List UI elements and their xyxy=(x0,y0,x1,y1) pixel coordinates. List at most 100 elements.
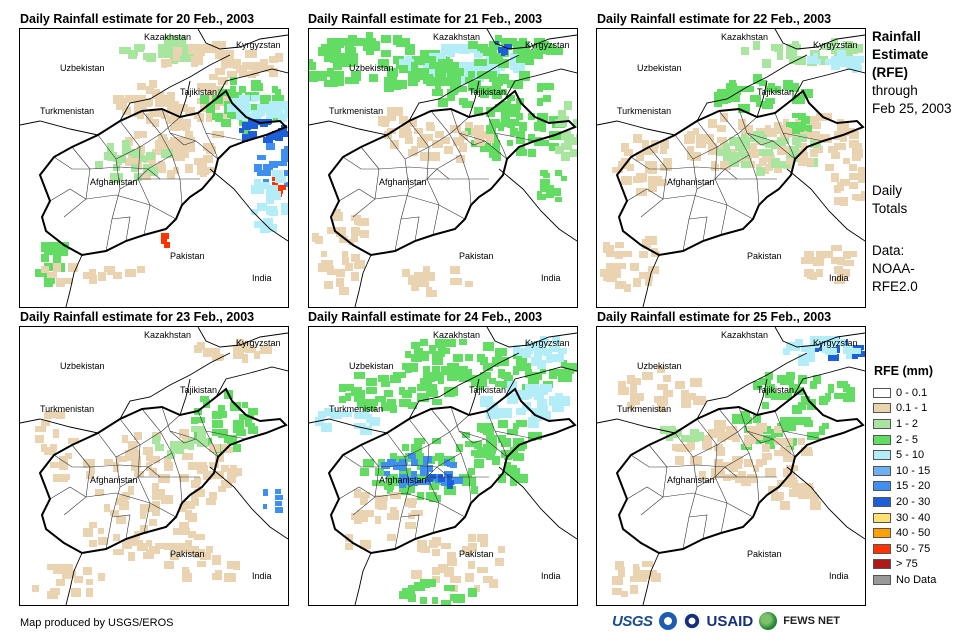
legend-label: 15 - 20 xyxy=(896,480,931,493)
country-label-pakistan: Pakistan xyxy=(459,251,494,261)
legend-label: 20 - 30 xyxy=(896,495,931,508)
legend-label: 2 - 5 xyxy=(896,433,919,446)
country-label-afghanistan: Afghanistan xyxy=(90,177,138,187)
legend-swatch xyxy=(873,574,891,585)
legend-swatch xyxy=(873,496,891,507)
legend-label: > 75 xyxy=(896,558,918,571)
country-label-kazakhstan: Kazakhstan xyxy=(144,330,191,340)
afghanistan-border xyxy=(38,89,288,257)
country-label-afghanistan: Afghanistan xyxy=(667,177,715,187)
legend-label: 50 - 75 xyxy=(896,542,931,555)
legend-label: 0 - 0.1 xyxy=(896,386,928,399)
legend-label: 1 - 2 xyxy=(896,417,919,430)
country-label-kyrgyzstan: Kyrgyzstan xyxy=(236,40,281,50)
fews-globe-icon xyxy=(759,612,778,630)
panel-title-21: Daily Rainfall estimate for 21 Feb., 200… xyxy=(308,12,543,26)
legend-swatch xyxy=(873,528,891,539)
panel-title-24: Daily Rainfall estimate for 24 Feb., 200… xyxy=(308,310,543,324)
country-label-turkmenistan: Turkmenistan xyxy=(40,106,94,116)
legend-item: 2 - 5 xyxy=(873,432,936,448)
legend-swatch xyxy=(873,481,891,492)
province-boundaries xyxy=(626,406,824,550)
country-label-uzbekistan: Uzbekistan xyxy=(637,63,682,73)
usaid-seal-icon xyxy=(682,612,701,630)
noaa-logo-icon xyxy=(658,612,677,630)
rainfall-field xyxy=(612,336,865,597)
country-label-turkmenistan: Turkmenistan xyxy=(617,404,671,414)
legend-label: 40 - 50 xyxy=(896,527,931,540)
country-label-tajikistan: Tajikistan xyxy=(469,87,506,97)
legend-swatch xyxy=(873,450,891,461)
country-label-uzbekistan: Uzbekistan xyxy=(637,361,682,371)
side-daily-totals: Daily Totals xyxy=(872,183,908,216)
country-label-tajikistan: Tajikistan xyxy=(180,385,217,395)
country-label-kyrgyzstan: Kyrgyzstan xyxy=(813,40,858,50)
panel-title-25: Daily Rainfall estimate for 25 Feb., 200… xyxy=(597,310,832,324)
country-label-uzbekistan: Uzbekistan xyxy=(349,361,394,371)
legend-label: 0.1 - 1 xyxy=(896,402,928,415)
legend-item: 5 - 10 xyxy=(873,447,936,463)
province-boundaries xyxy=(338,406,536,550)
country-label-pakistan: Pakistan xyxy=(170,251,205,261)
rainfall-field xyxy=(309,32,577,297)
map-panel-21: Kazakhstan Kyrgyzstan Uzbekistan Tajikistan… xyxy=(308,28,578,308)
country-label-kazakhstan: Kazakhstan xyxy=(721,330,768,340)
legend-swatch xyxy=(873,434,891,445)
legend-swatch xyxy=(873,387,891,398)
country-label-tajikistan: Tajikistan xyxy=(180,87,217,97)
panel-title-22: Daily Rainfall estimate for 22 Feb., 200… xyxy=(597,12,832,26)
country-label-turkmenistan: Turkmenistan xyxy=(329,404,383,414)
country-label-kyrgyzstan: Kyrgyzstan xyxy=(525,40,570,50)
country-label-india: India xyxy=(252,273,272,283)
rainfall-field xyxy=(315,336,577,605)
legend-item: 0.1 - 1 xyxy=(873,401,936,417)
country-borders xyxy=(20,327,288,605)
legend-item: 0 - 0.1 xyxy=(873,385,936,401)
province-boundaries xyxy=(49,108,247,252)
country-label-kazakhstan: Kazakhstan xyxy=(144,32,191,42)
legend-item: > 75 xyxy=(873,557,936,573)
legend-swatch xyxy=(873,403,891,414)
legend-item: 40 - 50 xyxy=(873,525,936,541)
country-label-kyrgyzstan: Kyrgyzstan xyxy=(236,338,281,348)
country-label-turkmenistan: Turkmenistan xyxy=(617,106,671,116)
legend-item: 10 - 15 xyxy=(873,463,936,479)
legend-swatch xyxy=(873,465,891,476)
legend-item: 30 - 40 xyxy=(873,510,936,526)
legend-item: 50 - 75 xyxy=(873,541,936,557)
country-label-afghanistan: Afghanistan xyxy=(90,475,138,485)
country-borders xyxy=(309,327,577,605)
country-borders xyxy=(20,29,288,307)
country-label-kyrgyzstan: Kyrgyzstan xyxy=(813,338,858,348)
legend-item: No Data xyxy=(873,572,936,588)
country-label-pakistan: Pakistan xyxy=(170,549,205,559)
country-label-india: India xyxy=(541,273,561,283)
legend-item: 1 - 2 xyxy=(873,416,936,432)
country-label-india: India xyxy=(541,571,561,581)
legend-swatch xyxy=(873,512,891,523)
province-boundaries xyxy=(338,108,536,252)
legend-label: No Data xyxy=(896,573,937,586)
afghanistan-border xyxy=(327,387,577,555)
legend-item: 20 - 30 xyxy=(873,494,936,510)
country-label-india: India xyxy=(252,571,272,581)
legend-label: 30 - 40 xyxy=(896,511,931,524)
map-panel-23: Kazakhstan Kyrgyzstan Uzbekistan Tajikistan… xyxy=(19,326,289,606)
country-label-uzbekistan: Uzbekistan xyxy=(60,63,105,73)
country-label-kazakhstan: Kazakhstan xyxy=(433,330,480,340)
country-label-afghanistan: Afghanistan xyxy=(379,177,427,187)
country-label-kazakhstan: Kazakhstan xyxy=(721,32,768,42)
map-panel-24: Kazakhstan Kyrgyzstan Uzbekistan Tajikistan… xyxy=(308,326,578,606)
usaid-logo: USAID xyxy=(706,612,754,630)
country-borders xyxy=(597,327,865,605)
legend-label: 5 - 10 xyxy=(896,449,925,462)
legend: 0 - 0.1 0.1 - 1 1 - 2 2 - 5 5 - 10 10 - 15 15 … xyxy=(873,385,936,588)
province-boundaries xyxy=(626,108,824,252)
map-panel-22: Kazakhstan Kyrgyzstan Uzbekistan Tajikistan… xyxy=(596,28,866,308)
legend-item: 15 - 20 xyxy=(873,479,936,495)
country-label-afghanistan: Afghanistan xyxy=(379,475,427,485)
side-data-source: Data: NOAA- RFE2.0 xyxy=(872,243,918,294)
fews-net-logo: FEWS NET xyxy=(783,615,841,627)
rainfall-field xyxy=(32,339,283,599)
country-label-uzbekistan: Uzbekistan xyxy=(349,63,394,73)
